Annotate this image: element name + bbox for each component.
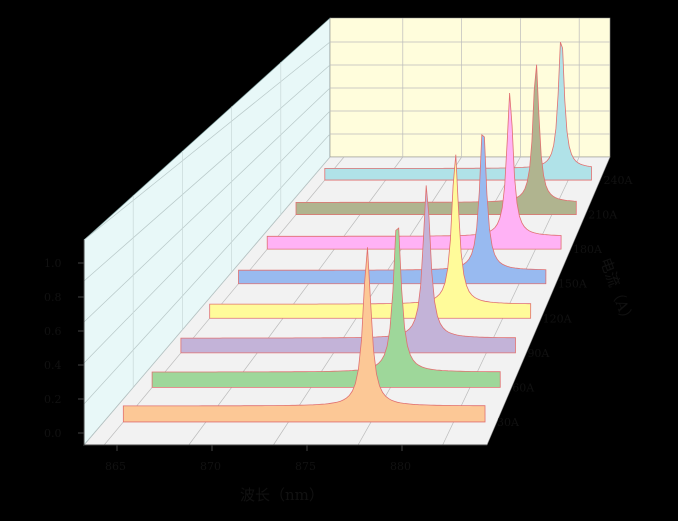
x-axis-title: 波长（nm）	[240, 486, 324, 504]
x-tick-label: 880	[390, 460, 411, 473]
ribbon-210A	[295, 64, 577, 215]
z-tick-label: 120A	[543, 312, 573, 325]
ribbon-90A	[180, 185, 516, 354]
x-axis-labels: 865 870 875 880	[105, 445, 411, 473]
y-axis-labels: 1.0 0.8 0.6 0.4 0.2 0.0	[44, 257, 84, 440]
y-tick-label: 0.8	[44, 291, 62, 304]
ribbon-180A	[266, 92, 562, 250]
ribbon-30A	[122, 247, 486, 423]
y-tick-label: 0.2	[44, 393, 62, 406]
x-tick-label: 875	[295, 460, 316, 473]
ribbon-240A	[324, 42, 592, 181]
y-tick-label: 1.0	[44, 257, 62, 270]
z-tick-label: 150A	[558, 278, 588, 291]
y-tick-label: 0.4	[44, 359, 62, 372]
spectra-ribbons	[122, 42, 592, 423]
z-tick-label: 180A	[573, 243, 603, 256]
z-tick-label: 90A	[527, 347, 550, 360]
z-axis-labels: 30A 60A 90A 120A 150A 180A 210A 240A	[497, 174, 633, 429]
ribbon-60A	[151, 227, 501, 388]
x-tick-label: 865	[105, 460, 126, 473]
y-tick-label: 0.0	[44, 427, 62, 440]
z-tick-label: 240A	[603, 174, 633, 187]
z-tick-label: 210A	[588, 209, 618, 222]
ribbon-120A	[209, 154, 532, 319]
y-tick-label: 0.6	[44, 325, 62, 338]
z-tick-label: 60A	[512, 381, 535, 394]
x-tick-label: 870	[200, 460, 221, 473]
z-axis-title: 电流（A）	[596, 255, 637, 328]
z-tick-label: 30A	[497, 416, 520, 429]
ribbon-150A	[238, 133, 547, 285]
